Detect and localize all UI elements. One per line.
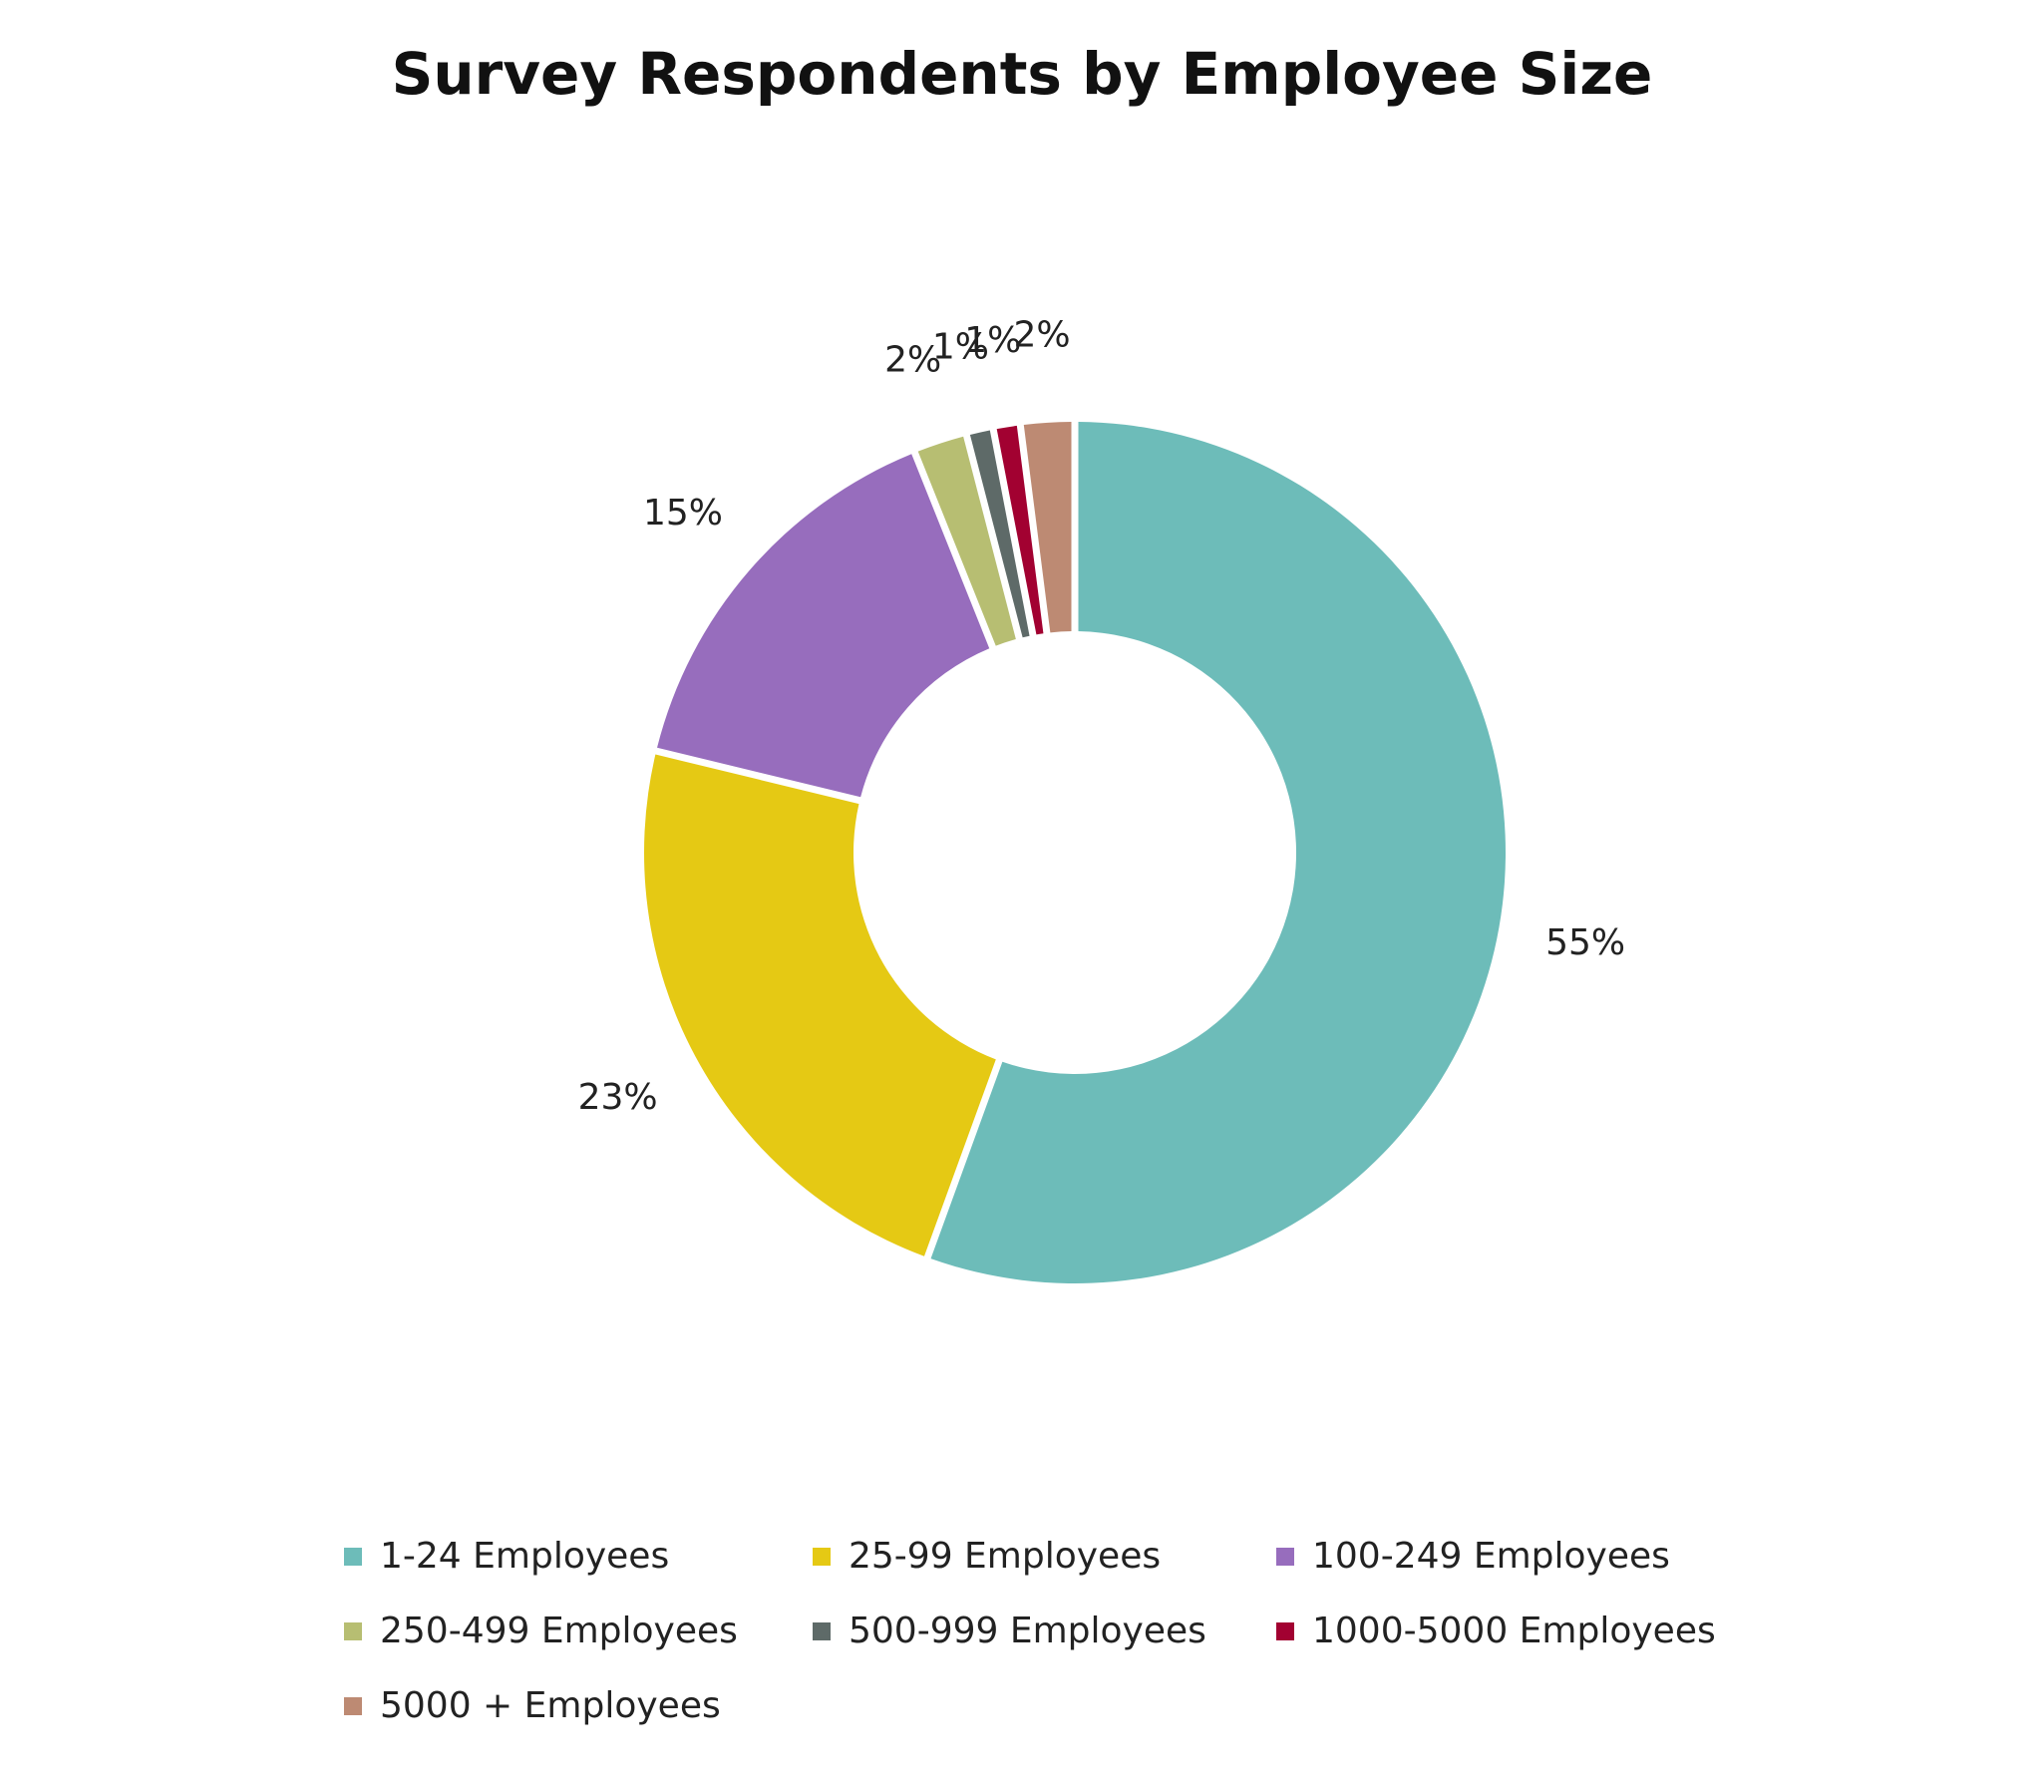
donut-slice-4 [917,436,1016,646]
legend-swatch [1276,1547,1294,1566]
chart-legend: 1-24 Employees 25-99 Employees 100-249 Emp… [344,1536,1740,1726]
slice-value-label: 2% [1013,315,1070,356]
slice-value-label: 1% [964,320,1021,361]
legend-swatch [1276,1621,1294,1640]
chart-title: Survey Respondents by Employee Size [391,40,1653,108]
legend-label: 5000 + Employees [380,1685,721,1726]
legend-swatch [344,1621,362,1640]
legend-swatch [344,1696,362,1715]
slice-labels: 55%23%15%2%1%1%2% [578,315,1626,1119]
slice-value-label: 55% [1545,922,1625,963]
donut-slices [644,422,1506,1283]
legend-label: 100-249 Employees [1312,1536,1670,1577]
legend-item: 25-99 Employees [813,1536,1276,1577]
donut-slice-1 [930,422,1506,1283]
legend-label: 250-499 Employees [380,1611,738,1651]
legend-item: 250-499 Employees [344,1611,813,1651]
donut-slice-3 [657,454,990,798]
legend-item: 1-24 Employees [344,1536,813,1577]
legend-item: 100-249 Employees [1276,1536,1740,1577]
legend-swatch [813,1547,831,1566]
legend-label: 1000-5000 Employees [1312,1611,1716,1651]
donut-slice-7 [1023,422,1072,633]
legend-swatch [813,1621,831,1640]
legend-label: 500-999 Employees [849,1611,1206,1651]
legend-swatch [344,1547,362,1566]
slice-value-label: 23% [578,1077,658,1118]
donut-slice-5 [969,430,1030,638]
legend-label: 25-99 Employees [849,1536,1162,1577]
donut-slice-6 [996,425,1044,635]
legend-item: 500-999 Employees [813,1611,1276,1651]
legend-item: 1000-5000 Employees [1276,1611,1740,1651]
legend-item: 5000 + Employees [344,1685,813,1726]
slice-value-label: 1% [932,326,989,367]
donut-chart: 55%23%15%2%1%1%2% [578,315,1626,1283]
legend-label: 1-24 Employees [380,1536,670,1577]
slice-value-label: 2% [884,340,941,381]
slice-value-label: 15% [643,493,723,534]
donut-slice-2 [644,754,996,1256]
